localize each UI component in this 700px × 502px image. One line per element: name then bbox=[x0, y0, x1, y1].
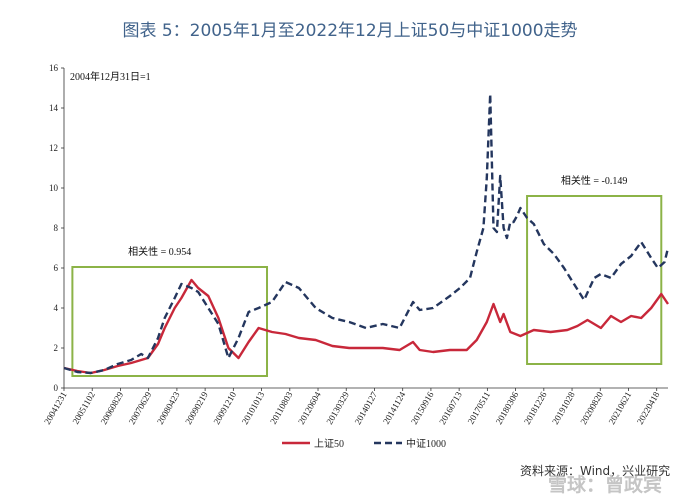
x-tick-label: 20220418 bbox=[635, 390, 662, 427]
x-tick-label: 20130329 bbox=[324, 390, 351, 427]
x-tick-label: 20180306 bbox=[494, 390, 521, 427]
y-tick-label: 0 bbox=[54, 383, 59, 393]
legend-label: 中证1000 bbox=[406, 437, 446, 450]
x-tick-label: 20200820 bbox=[578, 390, 605, 427]
sz50-line bbox=[63, 278, 669, 375]
correlation-box bbox=[526, 195, 663, 365]
x-tick-label: 20090219 bbox=[183, 390, 210, 427]
csi1000-line bbox=[63, 92, 670, 375]
x-tick-label: 20170511 bbox=[466, 390, 492, 426]
x-tick-label: 20070629 bbox=[127, 390, 154, 427]
y-tick-label: 8 bbox=[54, 223, 59, 233]
x-tick-label: 20101013 bbox=[240, 390, 267, 427]
x-tick-label: 20051102 bbox=[70, 390, 96, 426]
x-tick-label: 20141124 bbox=[381, 390, 408, 426]
x-tick-label: 20120604 bbox=[296, 390, 323, 427]
y-tick-label: 6 bbox=[54, 263, 59, 273]
x-tick-label: 20041231 bbox=[42, 390, 69, 426]
x-tick-label: 20080423 bbox=[155, 390, 182, 427]
y-tick-label: 12 bbox=[49, 143, 58, 153]
x-tick-label: 20060829 bbox=[99, 390, 126, 427]
y-tick-label: 10 bbox=[49, 183, 59, 193]
x-tick-label: 20210621 bbox=[607, 390, 634, 426]
source-note: 资料来源：Wind，兴业研究 bbox=[520, 464, 671, 478]
y-tick-label: 14 bbox=[49, 103, 59, 113]
watermark: 雪球：曾政宾 bbox=[548, 474, 663, 496]
x-tick-label: 20191028 bbox=[550, 390, 577, 427]
y-tick-label: 4 bbox=[54, 303, 59, 313]
x-tick-label: 20181226 bbox=[522, 390, 549, 427]
base-date-note: 2004年12月31日=1 bbox=[70, 70, 151, 83]
y-tick-label: 16 bbox=[49, 63, 59, 73]
legend-label: 上证50 bbox=[314, 438, 344, 450]
x-tick-label: 20091210 bbox=[211, 390, 238, 427]
x-tick-label: 20160713 bbox=[437, 390, 464, 427]
correlation-box bbox=[71, 266, 269, 377]
x-tick-label: 20140127 bbox=[353, 390, 380, 427]
correlation-label: 相关性 = -0.149 bbox=[561, 174, 627, 187]
correlation-label: 相关性 = 0.954 bbox=[128, 245, 191, 258]
y-tick-label: 2 bbox=[54, 343, 59, 353]
figure-title: 图表 5：2005年1月至2022年12月上证50与中证1000走势 bbox=[122, 21, 578, 41]
x-tick-label: 20150916 bbox=[409, 390, 436, 427]
x-tick-label: 20110803 bbox=[268, 390, 295, 426]
